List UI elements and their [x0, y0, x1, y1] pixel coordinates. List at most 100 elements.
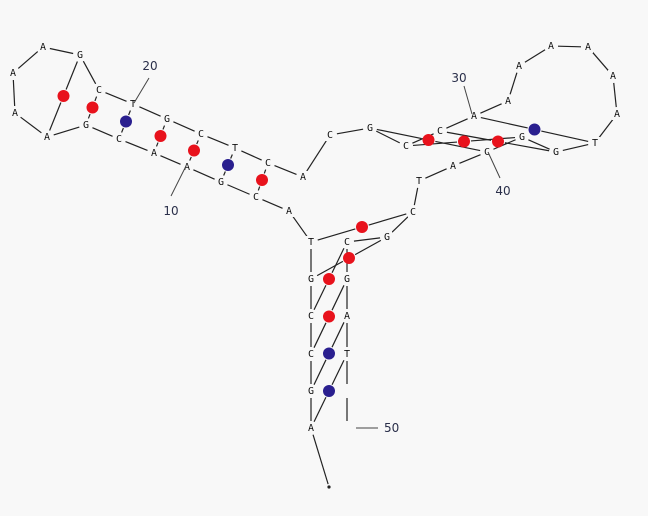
backbone-segment	[306, 140, 327, 172]
nucleotide-G: G	[553, 147, 559, 158]
base-backdrop	[298, 171, 308, 183]
index-label-10: 10	[163, 204, 178, 218]
backbone-segment	[207, 136, 229, 146]
pair-bond	[94, 96, 98, 102]
nucleotide-A: A	[40, 42, 46, 53]
backbone-segment	[241, 150, 262, 161]
backbone-segment	[509, 72, 518, 95]
pair-bond	[313, 397, 327, 422]
base-backdrop	[196, 128, 206, 140]
base-backdrop	[408, 206, 418, 218]
base-backdrop	[583, 41, 593, 53]
base-backdrop	[114, 133, 124, 145]
backbone-segment	[292, 216, 308, 237]
nucleotide-G: G	[367, 123, 373, 134]
nucleotide-C: C	[253, 192, 259, 203]
nucleotide-G: G	[218, 177, 224, 188]
base-backdrop	[401, 140, 411, 152]
base-backdrop	[10, 107, 20, 119]
pair-bond-layer	[49, 61, 589, 422]
base-backdrop	[448, 160, 458, 172]
backbone-segment	[160, 155, 181, 165]
base-backdrop	[306, 422, 316, 434]
pair-bond	[331, 322, 345, 348]
pair-bond	[376, 128, 422, 140]
backbone-segment	[524, 49, 546, 63]
base-backdrop	[546, 40, 556, 52]
backbone-segment	[375, 130, 401, 144]
pair-bond	[331, 360, 345, 385]
index-30-leader	[463, 85, 473, 115]
base-backdrop	[42, 131, 52, 143]
pair-bond	[162, 125, 166, 130]
pair-bond	[316, 260, 344, 277]
gc-pair-dot	[256, 174, 268, 186]
nucleotide-G: G	[308, 274, 314, 285]
base-backdrop	[342, 348, 352, 360]
base-backdrop	[325, 129, 335, 141]
backbone-segment	[92, 127, 113, 137]
base-backdrop	[81, 119, 91, 131]
base-backdrop	[162, 113, 172, 125]
nucleotide-A: A	[516, 61, 522, 72]
nucleotide-A: A	[286, 206, 292, 217]
gc-pair-dot	[422, 134, 435, 146]
index-label-layer: 10 20 30 40 50	[133, 59, 511, 435]
pair-bond	[541, 130, 589, 143]
index-20-leader	[133, 77, 150, 104]
pair-bond	[368, 213, 407, 226]
gc-pair-dot	[154, 130, 167, 142]
nucleotide-A: A	[300, 172, 306, 183]
at-pair-dot	[323, 347, 335, 360]
nucleotide-T: T	[344, 349, 350, 360]
base-backdrop	[263, 157, 273, 169]
backbone-segment	[139, 106, 161, 117]
backbone-segment	[53, 126, 80, 136]
index-40-leader	[487, 151, 501, 179]
nucleotide-T: T	[416, 176, 422, 187]
base-backdrop	[75, 49, 85, 61]
backbone-segment	[446, 118, 468, 129]
backbone-segment	[598, 119, 614, 138]
gc-pair-dot	[492, 135, 504, 148]
base-backdrop	[216, 176, 226, 188]
base-backdrop	[306, 310, 316, 322]
nucleotide-A: A	[44, 132, 50, 143]
backbone-segment	[312, 434, 329, 485]
base-backdrop	[342, 310, 352, 322]
base-backdrop	[608, 70, 618, 82]
base-backdrop	[551, 146, 561, 158]
base-backdrop	[482, 146, 492, 158]
backbone-segment	[17, 51, 39, 69]
base-backdrop	[38, 41, 48, 53]
base-backdrop	[128, 98, 138, 110]
base-backdrop	[365, 122, 375, 134]
base-backdrop	[342, 273, 352, 285]
index-label-40: 40	[495, 184, 510, 198]
nucleotide-A: A	[12, 108, 18, 119]
base-backdrop	[514, 60, 524, 72]
base-backdrop	[149, 147, 159, 159]
backbone-segment	[459, 154, 481, 164]
base-backdrop	[230, 142, 240, 154]
pair-bond	[223, 171, 226, 176]
index-10-leader	[170, 165, 187, 197]
pair-bond	[331, 285, 345, 311]
backbone-segment	[391, 216, 409, 233]
nucleotide-C: C	[403, 141, 409, 152]
pair-bond	[121, 127, 124, 133]
gc-pair-dot	[356, 221, 368, 233]
backbone-segment	[425, 168, 447, 179]
nucleotide-T: T	[130, 99, 136, 110]
backbone-segment	[353, 237, 381, 242]
gc-pair-dot	[323, 310, 335, 323]
nucleotide-G: G	[308, 386, 314, 397]
pair-bond	[317, 228, 356, 241]
nucleotide-C: C	[198, 129, 204, 140]
nucleotide-A: A	[614, 109, 620, 120]
nucleotide-C: C	[344, 237, 350, 248]
nucleotide-G: G	[77, 50, 83, 61]
nucleotide-A: A	[10, 68, 16, 79]
backbone-segment	[413, 187, 419, 206]
base-backdrop	[382, 231, 392, 243]
